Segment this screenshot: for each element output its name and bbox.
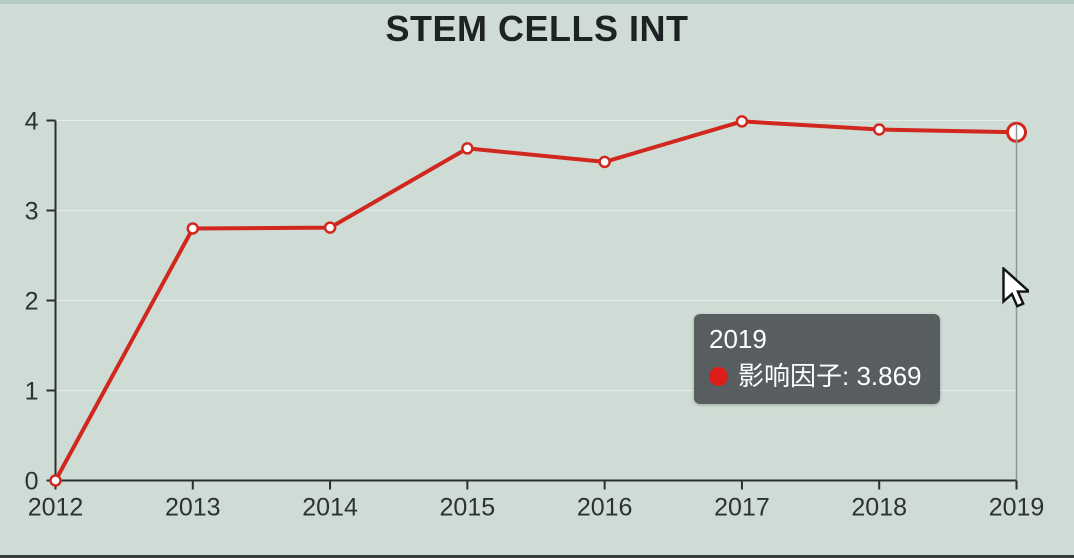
data-point[interactable]	[598, 155, 611, 169]
y-tick-label: 0	[25, 468, 39, 496]
x-tick-label: 2012	[28, 494, 84, 522]
x-tick-label: 2016	[577, 494, 633, 522]
bottom-edge-strip	[0, 555, 1074, 558]
tooltip-series-row: 影响因子: 3.869	[709, 361, 925, 391]
tooltip: 2019 影响因子: 3.869	[694, 314, 940, 404]
data-point[interactable]	[323, 221, 337, 234]
y-tick-label: 3	[25, 198, 39, 226]
data-point[interactable]	[872, 123, 886, 136]
data-point[interactable]	[186, 222, 200, 235]
data-point[interactable]	[735, 115, 749, 128]
chart-title: STEM CELLS INT	[385, 8, 689, 49]
x-tick-label: 2014	[302, 494, 358, 522]
series-dot-icon	[709, 366, 728, 386]
x-tick-label: 2017	[714, 494, 770, 522]
tooltip-year: 2019	[709, 324, 767, 354]
series-line	[53, 119, 1017, 482]
x-tick-label: 2018	[851, 494, 907, 522]
top-edge-strip	[0, 0, 1074, 4]
tooltip-value-text: 影响因子: 3.869	[738, 361, 922, 391]
mouse-cursor-icon	[1002, 267, 1029, 308]
y-tick-label: 2	[25, 288, 39, 316]
x-tick-label: 2019	[989, 494, 1045, 522]
data-point[interactable]	[49, 474, 62, 487]
y-tick-label: 4	[25, 108, 39, 136]
x-tick-label: 2015	[440, 494, 496, 522]
x-tick-label: 2013	[165, 494, 221, 522]
data-point[interactable]	[461, 142, 474, 155]
y-tick-label: 1	[25, 378, 39, 406]
